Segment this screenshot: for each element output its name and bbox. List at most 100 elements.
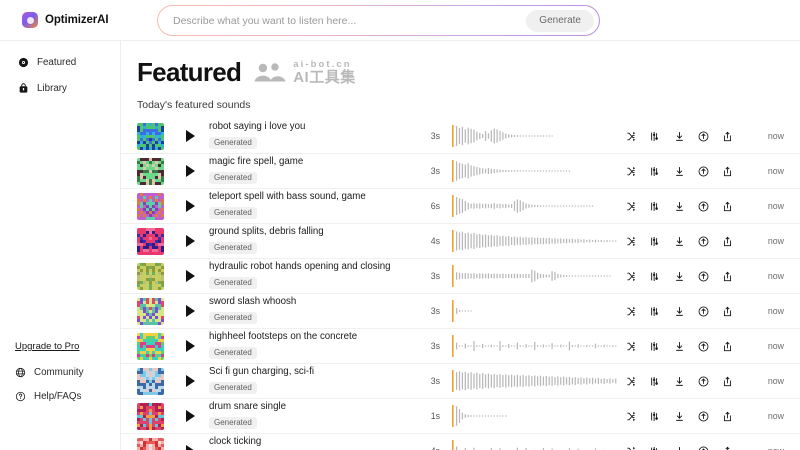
mixer-icon[interactable] (650, 131, 661, 142)
shuffle-icon[interactable] (626, 376, 637, 387)
sound-row[interactable]: hydraulic robot hands opening and closin… (121, 259, 800, 294)
generate-button[interactable]: Generate (526, 9, 594, 32)
sound-row[interactable]: magic fire spell, game Generated 3s now (121, 154, 800, 189)
waveform[interactable] (452, 228, 620, 254)
sound-row[interactable]: robot saying i love you Generated 3s now (121, 119, 800, 154)
play-button[interactable] (179, 130, 201, 142)
waveform[interactable] (452, 403, 620, 429)
play-button[interactable] (179, 305, 201, 317)
waveform[interactable] (452, 193, 620, 219)
shuffle-icon[interactable] (626, 201, 637, 212)
mixer-icon[interactable] (650, 306, 661, 317)
add-circle-icon[interactable] (698, 271, 709, 282)
play-icon (185, 165, 195, 177)
download-icon[interactable] (674, 411, 685, 422)
globe-icon (15, 367, 26, 378)
mixer-icon[interactable] (650, 166, 661, 177)
add-circle-icon[interactable] (698, 376, 709, 387)
mixer-icon[interactable] (650, 376, 661, 387)
share-icon[interactable] (722, 306, 733, 317)
add-circle-icon[interactable] (698, 236, 709, 247)
mixer-icon[interactable] (650, 411, 661, 422)
add-circle-icon[interactable] (698, 306, 709, 317)
brand[interactable]: OptimizerAI (22, 12, 142, 28)
sound-row[interactable]: highheel footsteps on the concrete Genera… (121, 329, 800, 364)
share-icon[interactable] (722, 341, 733, 352)
waveform[interactable] (452, 438, 620, 450)
download-icon[interactable] (674, 131, 685, 142)
add-circle-icon[interactable] (698, 446, 709, 450)
add-circle-icon[interactable] (698, 341, 709, 352)
sidebar-item-library-label: Library (37, 82, 67, 94)
share-icon[interactable] (722, 376, 733, 387)
share-icon[interactable] (722, 446, 733, 450)
play-button[interactable] (179, 375, 201, 387)
shuffle-icon[interactable] (626, 341, 637, 352)
shuffle-icon[interactable] (626, 131, 637, 142)
sound-row[interactable]: ground splits, debris falling Generated 4s… (121, 224, 800, 259)
sidebar-item-help-faqs[interactable]: Help/FAQs (15, 391, 121, 402)
sound-row[interactable]: sword slash whoosh Generated 3s now (121, 294, 800, 329)
row-actions (626, 341, 733, 352)
mixer-icon[interactable] (650, 446, 661, 450)
waveform[interactable] (452, 298, 620, 324)
share-icon[interactable] (722, 201, 733, 212)
play-button[interactable] (179, 270, 201, 282)
download-icon[interactable] (674, 201, 685, 212)
sidebar-item-community[interactable]: Community (15, 367, 121, 378)
download-icon[interactable] (674, 236, 685, 247)
upgrade-to-pro-link[interactable]: Upgrade to Pro (15, 341, 80, 352)
waveform[interactable] (452, 333, 620, 359)
add-circle-icon[interactable] (698, 166, 709, 177)
mixer-icon[interactable] (650, 341, 661, 352)
mixer-icon[interactable] (650, 236, 661, 247)
play-button[interactable] (179, 340, 201, 352)
download-icon[interactable] (674, 376, 685, 387)
share-icon[interactable] (722, 236, 733, 247)
play-button[interactable] (179, 410, 201, 422)
waveform[interactable] (452, 158, 620, 184)
shuffle-icon[interactable] (626, 236, 637, 247)
row-actions (626, 446, 733, 450)
sound-title: highheel footsteps on the concrete (209, 330, 358, 342)
share-icon[interactable] (722, 271, 733, 282)
shuffle-icon[interactable] (626, 166, 637, 177)
waveform[interactable] (452, 368, 620, 394)
share-icon[interactable] (722, 166, 733, 177)
download-icon[interactable] (674, 341, 685, 352)
play-button[interactable] (179, 165, 201, 177)
search-input[interactable] (173, 6, 527, 35)
share-icon[interactable] (722, 411, 733, 422)
play-button[interactable] (179, 200, 201, 212)
shuffle-icon[interactable] (626, 446, 637, 450)
shuffle-icon[interactable] (626, 411, 637, 422)
sound-row[interactable]: drum snare single Generated 1s now (121, 399, 800, 434)
add-circle-icon[interactable] (698, 411, 709, 422)
download-icon[interactable] (674, 446, 685, 450)
sound-row[interactable]: clock tickingGenerated4s now (121, 434, 800, 450)
sidebar-item-library[interactable]: Library (18, 79, 120, 97)
sound-meta: hydraulic robot hands opening and closin… (209, 261, 414, 291)
download-icon[interactable] (674, 166, 685, 177)
sound-list[interactable]: robot saying i love you Generated 3s now mag… (121, 119, 800, 450)
add-circle-icon[interactable] (698, 201, 709, 212)
mixer-icon[interactable] (650, 201, 661, 212)
play-button[interactable] (179, 235, 201, 247)
download-icon[interactable] (674, 271, 685, 282)
shuffle-icon[interactable] (626, 271, 637, 282)
waveform[interactable] (452, 123, 620, 149)
sound-timestamp: now (767, 306, 784, 316)
sound-timestamp: now (767, 376, 784, 386)
sidebar-item-featured[interactable]: Featured (18, 53, 120, 71)
sound-row[interactable]: Sci fi gun charging, sci-fi Generated 3s no… (121, 364, 800, 399)
play-button[interactable] (179, 445, 201, 450)
share-icon[interactable] (722, 131, 733, 142)
download-icon[interactable] (674, 306, 685, 317)
mixer-icon[interactable] (650, 271, 661, 282)
shuffle-icon[interactable] (626, 306, 637, 317)
sound-meta: Sci fi gun charging, sci-fi Generated (209, 366, 414, 396)
sound-row[interactable]: teleport spell with bass sound, game Gene… (121, 189, 800, 224)
row-actions (626, 411, 733, 422)
add-circle-icon[interactable] (698, 131, 709, 142)
waveform[interactable] (452, 263, 620, 289)
